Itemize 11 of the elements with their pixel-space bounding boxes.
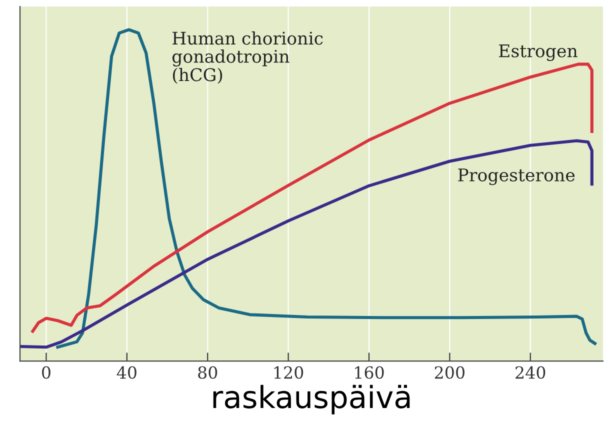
x-tick-label: 40 — [116, 366, 136, 379]
x-tick-label: 80 — [198, 366, 218, 379]
x-axis-title: raskauspäivä — [213, 384, 410, 414]
x-tick-label: 120 — [274, 366, 304, 379]
series-label: Human chorionic gonadotropin (hCG) — [172, 31, 323, 84]
x-tick-label: 200 — [434, 366, 464, 379]
series-label: Progesterone — [458, 168, 575, 186]
x-tick-label: 160 — [355, 366, 384, 379]
x-tick-label: 240 — [516, 366, 546, 379]
series-label: Estrogen — [499, 44, 578, 62]
x-tick-label: 0 — [42, 366, 50, 379]
